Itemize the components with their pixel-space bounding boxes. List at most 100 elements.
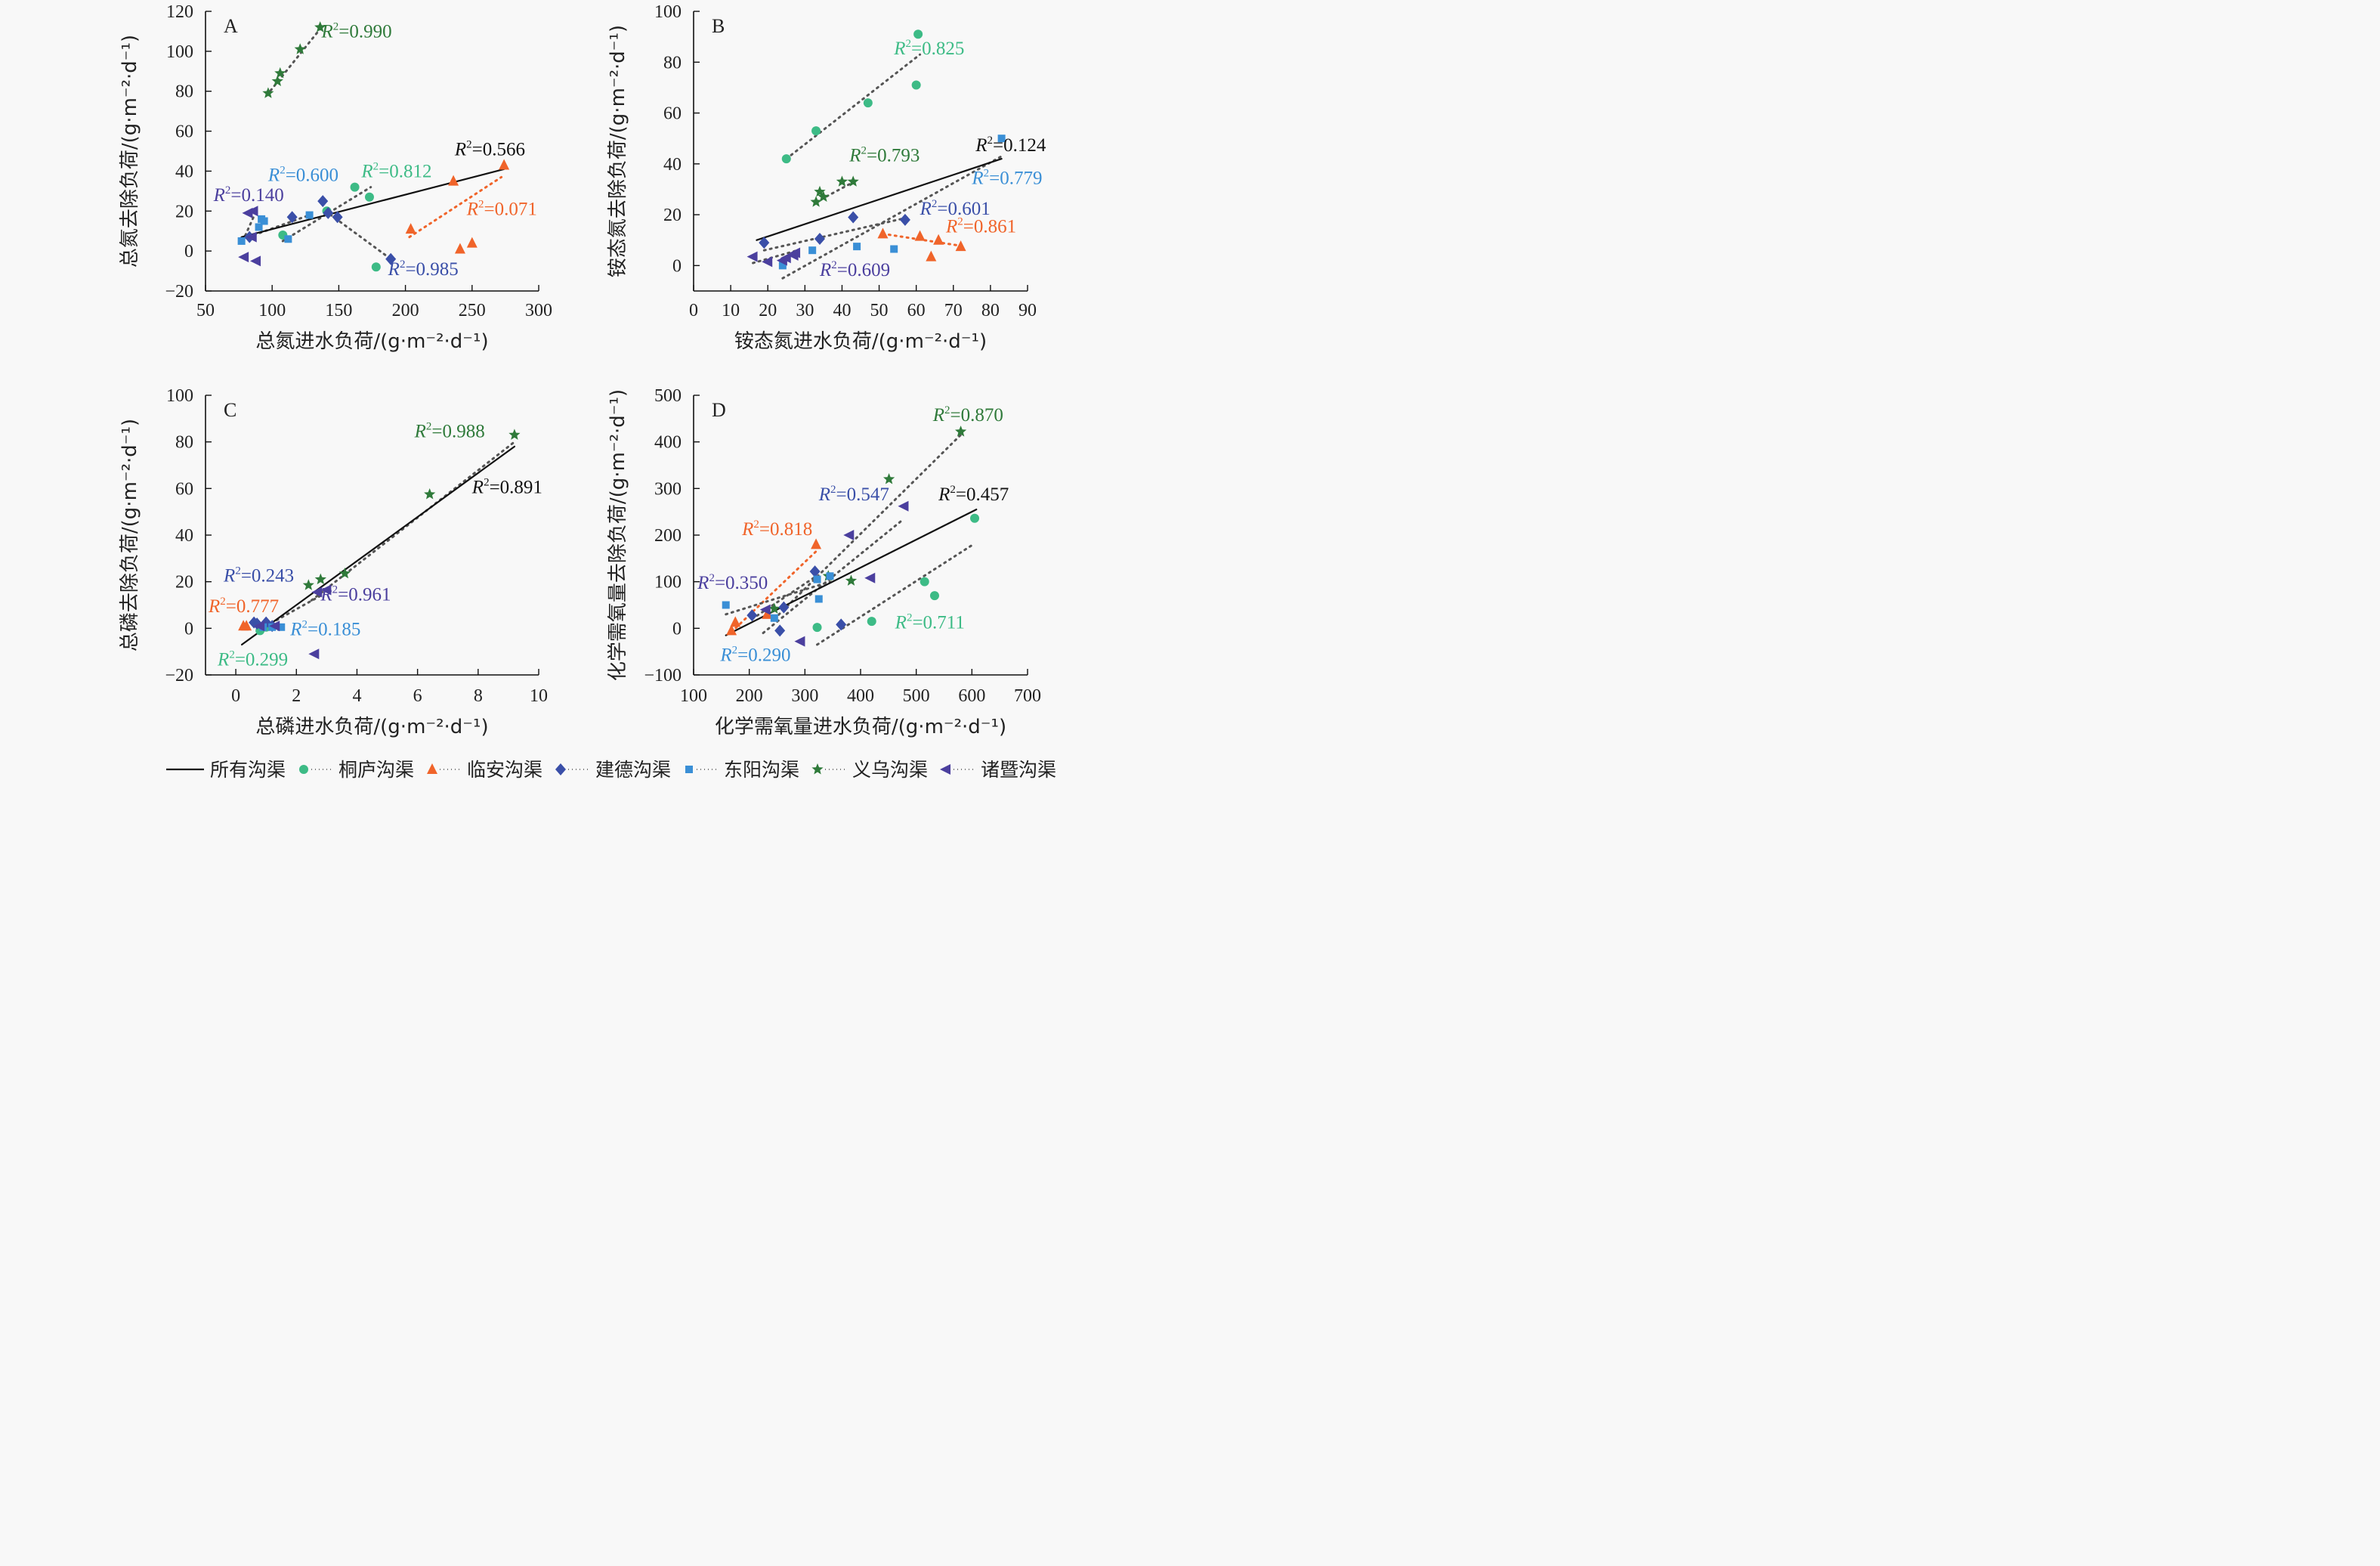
point-tonglu (781, 154, 791, 164)
x-tick-label: 600 (958, 686, 985, 706)
point-yiwu (508, 429, 521, 440)
x-tick-label: 90 (1018, 301, 1037, 320)
point-dongyang (284, 235, 292, 243)
point-dongyang (260, 217, 268, 225)
point-yiwu (271, 75, 283, 86)
r2-label-tonglu: R2=0.711 (895, 611, 965, 633)
y-tick-label: 100 (166, 386, 193, 406)
point-zhuji (864, 572, 876, 583)
y-tick-label: 20 (663, 206, 682, 225)
point-yiwu (262, 87, 274, 98)
point-zhuji (311, 586, 323, 598)
point-dongyang (813, 575, 821, 583)
point-yiwu (818, 190, 830, 202)
y-tick-label: 100 (654, 2, 682, 22)
trendline-jiande (762, 215, 910, 252)
x-tick-label: 300 (525, 301, 552, 320)
y-tick-label: −100 (644, 666, 682, 686)
legend-label: 义乌沟渠 (852, 759, 928, 781)
x-tick-label: 200 (392, 301, 419, 320)
r2-label-jiande: R2=0.601 (920, 198, 991, 219)
point-linan (466, 237, 478, 248)
y-axis-title: 总磷去除负荷/(g·m⁻²·d⁻¹) (119, 419, 141, 651)
point-yiwu (294, 43, 306, 54)
x-tick-label: 150 (325, 301, 352, 320)
y-axis-title: 化学需氧量去除负荷/(g·m⁻²·d⁻¹) (607, 389, 629, 681)
point-tonglu (867, 617, 876, 627)
x-tick-label: 70 (944, 301, 963, 320)
point-jiande (746, 609, 758, 622)
point-yiwu (314, 21, 326, 32)
panel-letter: A (224, 15, 238, 37)
point-dongyang (826, 572, 834, 580)
point-dongyang (853, 243, 861, 251)
point-linan (926, 250, 937, 262)
y-tick-label: 300 (654, 479, 682, 499)
point-zhuji (790, 247, 801, 258)
trendline-linan (408, 175, 503, 239)
legend-item-linan: 临安沟渠 (427, 759, 542, 781)
point-dongyang (808, 246, 817, 255)
point-jiande (899, 213, 910, 226)
panel-letter: B (712, 15, 725, 37)
x-tick-label: 300 (791, 686, 818, 706)
trendline-jiande (750, 576, 817, 621)
point-linan (241, 620, 252, 631)
trendline-all (756, 157, 1003, 241)
point-jiande (774, 624, 786, 637)
y-tick-label: 120 (166, 2, 193, 22)
r2-label-tonglu: R2=0.825 (893, 38, 964, 59)
trendline-dongyang (781, 155, 1003, 280)
y-tick-label: 400 (654, 433, 682, 453)
point-dongyang (814, 595, 823, 603)
point-zhuji (238, 252, 249, 263)
r2-label-linan: R2=0.818 (741, 518, 812, 540)
point-dongyang (778, 262, 787, 270)
point-yiwu (847, 175, 859, 187)
panel-letter: D (712, 399, 726, 421)
legend-marker-linan (427, 763, 437, 774)
x-axis-title: 总磷进水负荷/(g·m⁻²·d⁻¹) (255, 716, 488, 738)
y-tick-label: 0 (184, 242, 193, 262)
trendline-linan (730, 550, 818, 633)
x-tick-label: 50 (870, 301, 889, 320)
point-linan (730, 616, 741, 627)
x-tick-label: 100 (258, 301, 286, 320)
legend-marker-dongyang (685, 766, 693, 773)
point-tonglu (811, 126, 821, 136)
trendline-zhuji (752, 249, 799, 265)
x-tick-label: 30 (796, 301, 814, 320)
point-linan (933, 234, 944, 245)
r2-label-linan: R2=0.861 (945, 216, 1016, 237)
legend-item-zhuji: 诸暨沟渠 (940, 759, 1056, 781)
point-yiwu (836, 175, 848, 187)
r2-label-all: R2=0.891 (471, 477, 542, 498)
trendline-all (241, 445, 516, 646)
x-tick-label: 2 (292, 686, 301, 706)
legend-label: 诸暨沟渠 (981, 759, 1056, 781)
y-tick-label: 0 (184, 619, 193, 639)
legend-marker-tonglu (299, 765, 308, 774)
r2-label-dongyang: R2=0.290 (719, 645, 790, 666)
point-tonglu (970, 513, 980, 523)
r2-label-yiwu: R2=0.870 (932, 404, 1003, 426)
r2-label-zhuji: R2=0.961 (320, 583, 391, 605)
x-tick-label: 40 (833, 301, 851, 320)
legend: 所有沟渠 桐庐沟渠 临安沟渠 建德沟渠 东阳沟渠 义乌沟渠 诸暨沟渠 (166, 759, 1056, 781)
point-zhuji (247, 206, 258, 217)
point-dongyang (722, 601, 730, 609)
x-tick-label: 250 (459, 301, 486, 320)
y-tick-label: 100 (654, 573, 682, 593)
point-zhuji (246, 231, 257, 243)
y-tick-label: 80 (663, 53, 682, 73)
trendline-zhuji (264, 594, 322, 627)
point-dongyang (237, 237, 246, 245)
x-tick-label: 0 (689, 301, 698, 320)
point-dongyang (890, 245, 898, 253)
point-linan (877, 227, 889, 239)
y-tick-label: 500 (654, 386, 682, 406)
panel-d: −100 0 100 200 300 400 500 100 200 300 400 500 600 70… (607, 386, 1041, 738)
y-tick-label: 20 (175, 202, 193, 221)
point-yiwu (883, 473, 895, 484)
legend-item-tonglu: 桐庐沟渠 (299, 759, 414, 781)
